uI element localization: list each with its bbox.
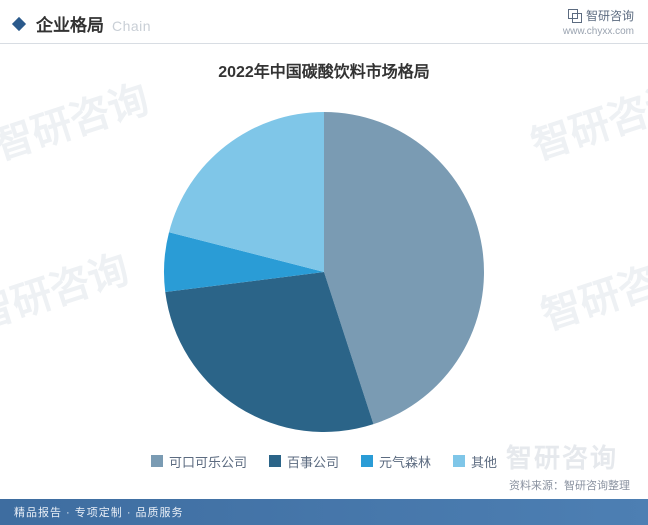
chart-title: 2022年中国碳酸饮料市场格局 bbox=[0, 58, 648, 82]
legend: 可口可乐公司 百事公司 元气森林 其他 bbox=[0, 452, 648, 477]
chart-area: 2022年中国碳酸饮料市场格局 可口可乐公司 百事公司 元气森林 其他 资料来源：智研… bbox=[0, 44, 648, 493]
header-right: 智研咨询 www.chyxx.com bbox=[563, 8, 634, 39]
section-subtitle: Chain bbox=[112, 18, 151, 34]
section-title: 企业格局 bbox=[36, 11, 104, 36]
legend-item: 可口可乐公司 bbox=[151, 452, 247, 471]
legend-swatch bbox=[361, 455, 373, 467]
legend-swatch bbox=[453, 455, 465, 467]
legend-item: 其他 bbox=[453, 452, 497, 471]
source-text: 资料来源：智研咨询整理 bbox=[0, 477, 648, 493]
brand-logo-icon bbox=[568, 9, 582, 23]
legend-item: 百事公司 bbox=[269, 452, 339, 471]
legend-label: 可口可乐公司 bbox=[169, 452, 247, 471]
legend-label: 其他 bbox=[471, 452, 497, 471]
legend-swatch bbox=[151, 455, 163, 467]
diamond-icon bbox=[12, 17, 26, 31]
legend-label: 百事公司 bbox=[287, 452, 339, 471]
header-left: 企业格局 Chain bbox=[14, 11, 151, 36]
brand-line: 智研咨询 bbox=[563, 8, 634, 25]
pie-wrap bbox=[0, 82, 648, 452]
footer-bar: 精品报告 · 专项定制 · 品质服务 bbox=[0, 499, 648, 525]
legend-item: 元气森林 bbox=[361, 452, 431, 471]
legend-swatch bbox=[269, 455, 281, 467]
brand-url: www.chyxx.com bbox=[563, 25, 634, 39]
legend-label: 元气森林 bbox=[379, 452, 431, 471]
pie-chart bbox=[154, 102, 494, 442]
brand-name: 智研咨询 bbox=[586, 8, 634, 25]
header-bar: 企业格局 Chain 智研咨询 www.chyxx.com bbox=[0, 0, 648, 44]
footer-text: 精品报告 · 专项定制 · 品质服务 bbox=[14, 507, 184, 519]
